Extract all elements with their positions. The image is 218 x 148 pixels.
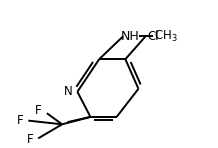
Text: F: F <box>35 104 41 118</box>
Text: F: F <box>17 114 24 127</box>
Text: F: F <box>27 133 34 146</box>
Text: N: N <box>64 85 73 98</box>
Text: CH$_3$: CH$_3$ <box>154 29 177 44</box>
Text: NH: NH <box>121 30 140 43</box>
Text: Cl: Cl <box>148 30 159 43</box>
